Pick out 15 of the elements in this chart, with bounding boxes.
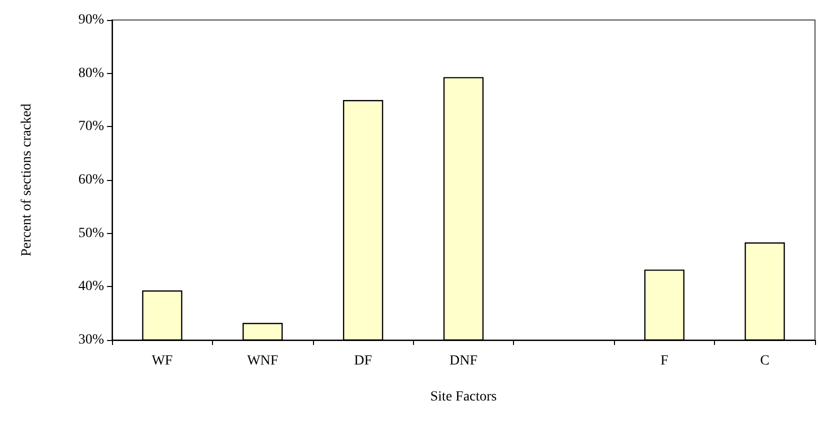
y-tick-label: 90% [78,12,104,28]
x-tick-label: DF [354,354,372,368]
y-tick-label: 70% [78,119,104,134]
y-tick-label: 80% [78,66,104,81]
x-axis-title: Site Factors [430,390,497,404]
x-tick-label: F [660,354,668,368]
y-tick-label: 60% [78,172,104,188]
x-tick-label: C [760,354,770,368]
x-tick-label: WNF [247,354,278,368]
y-axis-title: Percent of sections cracked [20,104,34,256]
x-tick-label: WF [152,354,173,368]
y-tick-label: 30% [78,332,104,348]
y-tick-label: 50% [78,226,104,241]
y-tick-label: 40% [78,279,104,294]
x-tick-label: DNF [449,354,478,368]
